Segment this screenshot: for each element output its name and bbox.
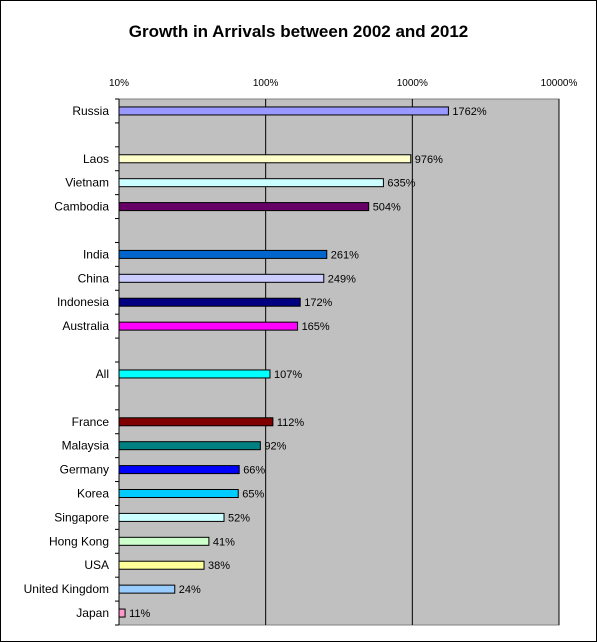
category-label: Vietnam: [65, 176, 109, 190]
data-label: 976%: [415, 154, 443, 166]
x-tick-label: 100%: [253, 78, 279, 89]
data-label: 38%: [208, 560, 230, 572]
chart-title: Growth in Arrivals between 2002 and 2012: [128, 22, 469, 41]
data-label: 635%: [387, 178, 415, 190]
bar: [118, 273, 325, 283]
data-label: 24%: [179, 584, 201, 596]
data-label: 172%: [304, 297, 332, 309]
category-label: USA: [84, 558, 109, 572]
category-label: France: [72, 415, 110, 429]
x-tick-label: 10%: [109, 78, 129, 89]
data-label: 504%: [373, 202, 401, 214]
bar: [118, 321, 299, 331]
bar: [118, 489, 239, 498]
bar: [118, 465, 240, 475]
category-label: India: [83, 247, 109, 261]
category-label: Laos: [83, 152, 109, 166]
data-label: 66%: [243, 465, 265, 477]
data-label: 165%: [302, 321, 330, 333]
category-label: Korea: [77, 487, 109, 501]
data-label: 52%: [228, 512, 250, 524]
bar: [118, 441, 261, 451]
category-label: Australia: [62, 319, 109, 333]
data-label: 92%: [264, 441, 286, 453]
data-label: 107%: [274, 369, 302, 381]
category-label: All: [96, 367, 109, 381]
category-label: Russia: [72, 104, 109, 118]
bar: [118, 202, 370, 212]
data-label: 1762%: [452, 106, 486, 118]
bar: [118, 297, 301, 307]
bar: [118, 178, 384, 188]
bar: [118, 154, 412, 164]
category-label: United Kingdom: [24, 582, 109, 596]
bar: [118, 584, 176, 594]
x-tick-label: 10000%: [541, 78, 578, 89]
x-tick-label: 1000%: [397, 78, 428, 89]
bar: [118, 608, 126, 618]
bar: [118, 560, 205, 570]
bar: [118, 249, 328, 259]
category-label: Hong Kong: [49, 534, 109, 548]
category-label: Malaysia: [62, 439, 110, 453]
bar: [118, 369, 271, 379]
category-label: China: [78, 271, 110, 285]
plot-area: [118, 98, 560, 626]
bar: [118, 417, 274, 427]
category-label: Cambodia: [54, 200, 109, 214]
data-label: 41%: [213, 536, 235, 548]
bar: [118, 512, 225, 522]
data-label: 249%: [328, 273, 356, 285]
data-label: 65%: [242, 489, 264, 501]
data-label: 112%: [277, 417, 305, 429]
category-label: Japan: [76, 606, 109, 620]
category-label: Singapore: [54, 510, 109, 524]
data-label: 261%: [331, 249, 359, 261]
data-label: 11%: [129, 608, 150, 620]
category-label: Germany: [60, 463, 109, 477]
bar: [118, 106, 449, 116]
bar: [118, 536, 210, 546]
category-label: Indonesia: [57, 295, 109, 309]
